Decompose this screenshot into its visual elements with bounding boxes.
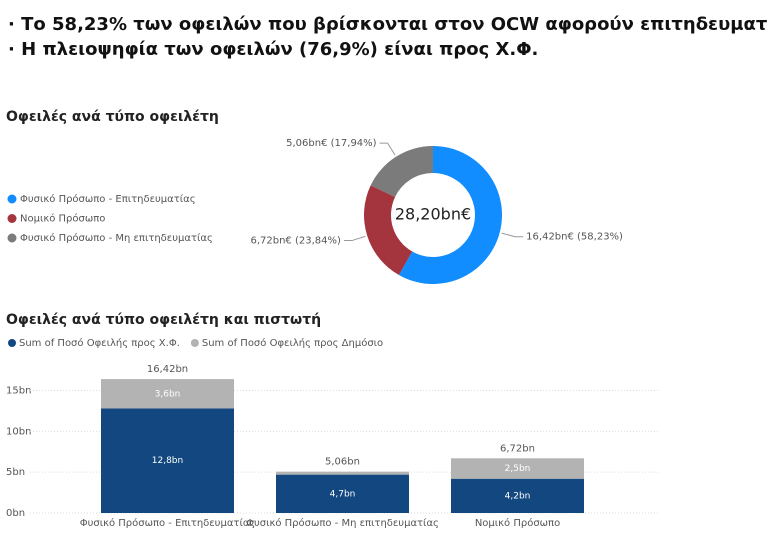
bullet: · Το 58,23% των οφειλών που βρίσκονται σ… [8, 14, 768, 35]
data-label: 3,6bn [155, 389, 181, 399]
legend-marker [7, 214, 17, 223]
bullet: · Η πλειοψηφία των οφειλών (76,9%) είναι… [8, 39, 538, 60]
legend-label: Φυσικό Πρόσωπο - Επιτηδευματίας [20, 193, 196, 205]
legend-label: Sum of Ποσό Οφειλής προς Χ.Φ. [19, 337, 180, 349]
bar-segment [276, 474, 409, 513]
leader-line [379, 142, 396, 156]
data-label: 4,2bn [505, 491, 531, 501]
chart-title: Οφειλές ανά τύπο οφειλέτη [6, 109, 219, 125]
donut-slice [364, 185, 413, 275]
legend-marker [190, 339, 199, 347]
x-tick-label: Φυσικό Πρόσωπο - Μη επιτηδευματίας [246, 517, 439, 529]
leader-line [343, 235, 366, 242]
total-label: 6,72bn [500, 443, 535, 454]
legend-label: Sum of Ποσό Οφειλής προς Δημόσιο [202, 337, 383, 349]
bar-segment [451, 458, 584, 479]
total-label: 16,42bn [147, 364, 188, 375]
data-label: 12,8bn [152, 456, 183, 466]
bar-segment [101, 408, 234, 513]
bar-segment [101, 379, 234, 409]
legend-marker [7, 194, 17, 204]
y-tick-label: 5bn [6, 467, 25, 478]
leader-line [501, 232, 524, 238]
total-label: 5,06bn [325, 457, 360, 468]
data-label: 6,72bn€ (23,84%) [250, 236, 341, 247]
y-tick-label: 15bn [6, 386, 31, 397]
bar-segment [276, 471, 409, 475]
data-label: 2,5bn [505, 464, 531, 474]
bullet-text: Το 58,23% των οφειλών που βρίσκονται στο… [21, 14, 768, 35]
center-label: 28,20bn€ [395, 205, 471, 224]
legend-marker [7, 233, 17, 243]
data-label: 5,06bn€ (17,94%) [286, 138, 377, 149]
chart-title: Οφειλές ανά τύπο οφειλέτη και πιστωτή [6, 312, 321, 328]
bar-segment [451, 478, 584, 513]
data-label: 16,42bn€ (58,23%) [526, 232, 623, 243]
data-label: 4,7bn [330, 489, 356, 499]
donut-slice [370, 146, 433, 197]
x-tick-label: Φυσικό Πρόσωπο - Επιτηδευματίας [80, 517, 256, 529]
donut-slice [398, 146, 503, 284]
y-tick-label: 10bn [6, 426, 31, 437]
bullet-text: Η πλειοψηφία των οφειλών (76,9%) είναι π… [21, 39, 538, 60]
legend-label: Φυσικό Πρόσωπο - Μη επιτηδευματίας [20, 232, 213, 244]
legend-marker [8, 339, 16, 347]
y-tick-label: 0bn [6, 508, 25, 519]
x-tick-label: Νομικό Πρόσωπο [475, 517, 560, 529]
legend-label: Νομικό Πρόσωπο [20, 213, 105, 225]
